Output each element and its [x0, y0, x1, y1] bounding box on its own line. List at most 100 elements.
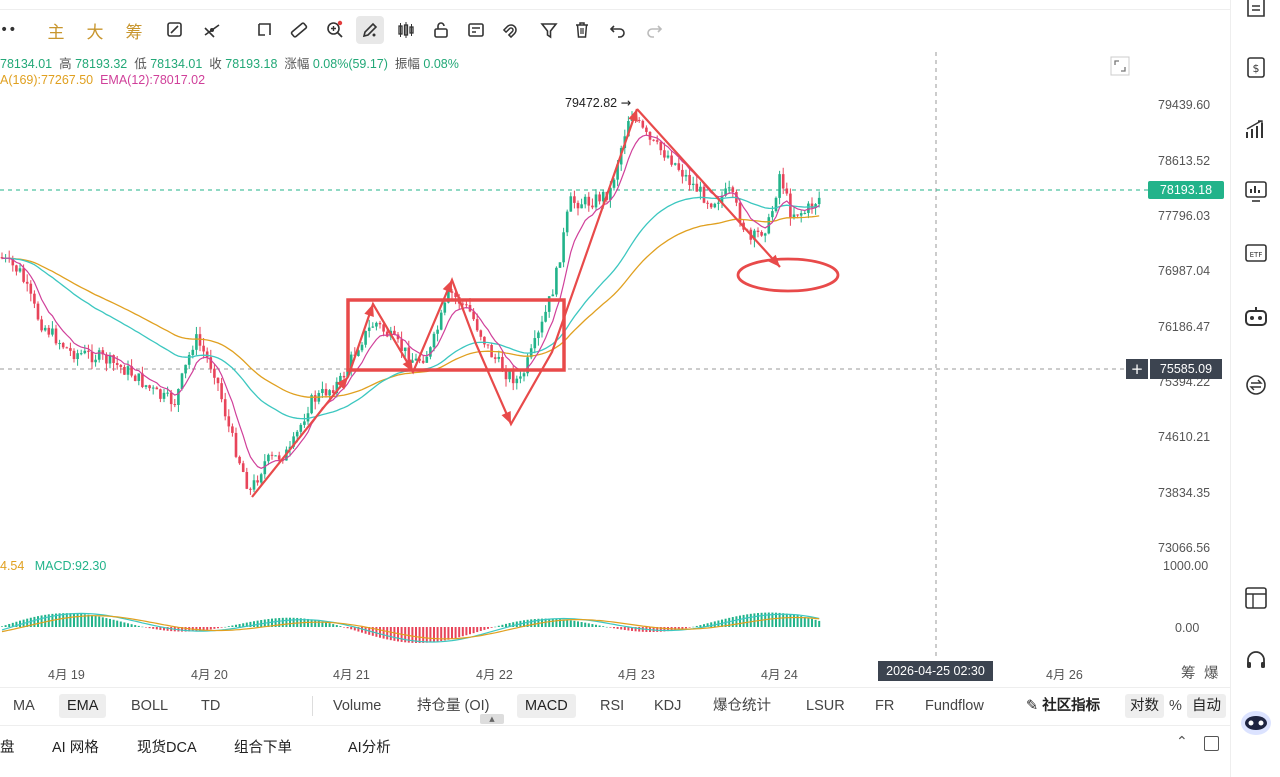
- indicator-kdj[interactable]: KDJ: [654, 698, 682, 714]
- indicator-fundflow[interactable]: Fundflow: [925, 698, 984, 714]
- macd-bar: [94, 615, 97, 627]
- chips-corner-label[interactable]: 筹: [1181, 666, 1196, 682]
- chevron-up-icon[interactable]: ⌃: [1176, 734, 1188, 750]
- macd-bar: [742, 614, 745, 627]
- indicator-fr[interactable]: FR: [875, 698, 895, 714]
- macd-legend: 4.54 MACD:92.30: [0, 559, 107, 573]
- candle-body: [29, 283, 33, 294]
- macd-bar: [703, 624, 705, 627]
- tab-combo-order[interactable]: 组合下单: [234, 740, 292, 756]
- redo-icon[interactable]: [640, 16, 668, 44]
- tab-ai-analysis[interactable]: AI分析: [348, 740, 391, 756]
- macd-bar: [566, 619, 569, 627]
- macd-bar: [530, 619, 533, 627]
- magnet-icon[interactable]: [497, 16, 525, 44]
- draw-settings-icon[interactable]: [462, 16, 490, 44]
- indicator-volume[interactable]: Volume: [333, 698, 382, 714]
- assistant-mascot-icon[interactable]: [1239, 708, 1273, 738]
- liquidation-corner-label[interactable]: 爆: [1204, 666, 1219, 682]
- macd-bar: [533, 619, 536, 627]
- indicator-rsi[interactable]: RSI: [600, 698, 625, 714]
- collapse-handle-icon[interactable]: ▲: [480, 714, 504, 724]
- annotation-drawings[interactable]: [251, 108, 840, 498]
- undo-icon[interactable]: [604, 16, 632, 44]
- price-chart[interactable]: [0, 52, 1230, 687]
- macd-bar: [728, 617, 731, 627]
- big-order-toggle[interactable]: 大: [86, 22, 104, 43]
- scale-percent[interactable]: %: [1169, 698, 1182, 714]
- macd-bar: [112, 619, 115, 627]
- macd-bar: [595, 624, 597, 627]
- edit-drawing-icon[interactable]: [161, 16, 189, 44]
- add-alert-icon[interactable]: +: [1126, 359, 1148, 379]
- tab-orderbook[interactable]: 盘: [0, 740, 15, 756]
- delete-icon[interactable]: [568, 16, 596, 44]
- tab-ai-grid[interactable]: AI 网格: [52, 740, 99, 756]
- macd-bar: [361, 627, 363, 633]
- indicator-ma[interactable]: MA: [13, 698, 35, 714]
- candle-body: [544, 311, 547, 322]
- dollar-doc-icon[interactable]: $: [1243, 54, 1269, 80]
- macd-bar: [706, 623, 709, 627]
- target-ellipse[interactable]: [736, 257, 840, 293]
- macd-bar: [245, 622, 248, 627]
- macd-bar: [569, 620, 572, 627]
- indicator-lsur[interactable]: LSUR: [806, 698, 845, 714]
- indicator-macd[interactable]: MACD: [517, 694, 576, 718]
- candle-body: [587, 196, 591, 206]
- indicator-liquidation[interactable]: 爆仓统计: [713, 698, 771, 714]
- candle-body: [249, 488, 252, 490]
- pen-draw-icon[interactable]: [356, 16, 384, 44]
- macd-bar: [659, 627, 662, 632]
- macd-bar: [796, 615, 799, 627]
- chips-toggle[interactable]: 筹: [125, 22, 143, 43]
- macd-bar: [476, 627, 479, 633]
- candle-body: [177, 388, 180, 405]
- trend-chart-icon[interactable]: [1243, 117, 1269, 143]
- candles-icon[interactable]: [392, 16, 420, 44]
- select-shape-icon[interactable]: [251, 16, 279, 44]
- indicator-open-interest[interactable]: 持仓量 (OI): [417, 698, 490, 714]
- macd-bar: [339, 626, 342, 627]
- filter-icon[interactable]: [535, 16, 563, 44]
- scale-log[interactable]: 对数: [1125, 694, 1164, 718]
- trend-line-icon[interactable]: [198, 16, 226, 44]
- indicator-td[interactable]: TD: [201, 698, 221, 714]
- candle-body: [267, 454, 270, 462]
- candle-body: [292, 436, 295, 447]
- candle-body: [295, 431, 299, 437]
- indicator-boll[interactable]: BOLL: [131, 698, 169, 714]
- zoom-in-icon[interactable]: [321, 16, 349, 44]
- popout-icon[interactable]: [1204, 736, 1219, 751]
- scale-auto[interactable]: 自动: [1187, 694, 1226, 718]
- robot-icon[interactable]: [1243, 304, 1269, 330]
- macd-bar: [656, 627, 659, 632]
- candle-body: [360, 344, 364, 351]
- tab-spot-dca[interactable]: 现货DCA: [137, 740, 197, 756]
- layout-icon[interactable]: [1243, 585, 1269, 611]
- macd-bar: [141, 626, 144, 628]
- macd-bar: [616, 627, 619, 629]
- expand-chart-icon[interactable]: [1110, 56, 1130, 76]
- crosshair-time-tag: 2026-04-25 02:30: [878, 661, 993, 681]
- community-indicators-button[interactable]: ✎ 社区指标: [1026, 698, 1101, 714]
- headset-icon[interactable]: [1243, 648, 1269, 674]
- macd-tick: 0.00: [1175, 621, 1200, 635]
- swap-icon[interactable]: [1243, 372, 1269, 398]
- etf-icon[interactable]: ETF: [1243, 240, 1269, 266]
- arrowheads: [336, 109, 780, 424]
- menu-dots-icon[interactable]: ••: [0, 22, 17, 38]
- macd-bar: [638, 627, 641, 632]
- macd-bar: [512, 622, 515, 627]
- candle-body: [569, 196, 573, 212]
- candle-body: [663, 150, 666, 158]
- unlock-icon[interactable]: [427, 16, 455, 44]
- indicator-ema[interactable]: EMA: [59, 694, 107, 718]
- main-chart-toggle[interactable]: 主: [47, 22, 65, 43]
- notes-icon[interactable]: [1243, 0, 1269, 26]
- macd-bar: [202, 627, 205, 631]
- ruler-icon[interactable]: [285, 16, 313, 44]
- monitor-chart-icon[interactable]: [1243, 178, 1269, 204]
- range-box[interactable]: [346, 298, 566, 372]
- candle-body: [324, 388, 328, 396]
